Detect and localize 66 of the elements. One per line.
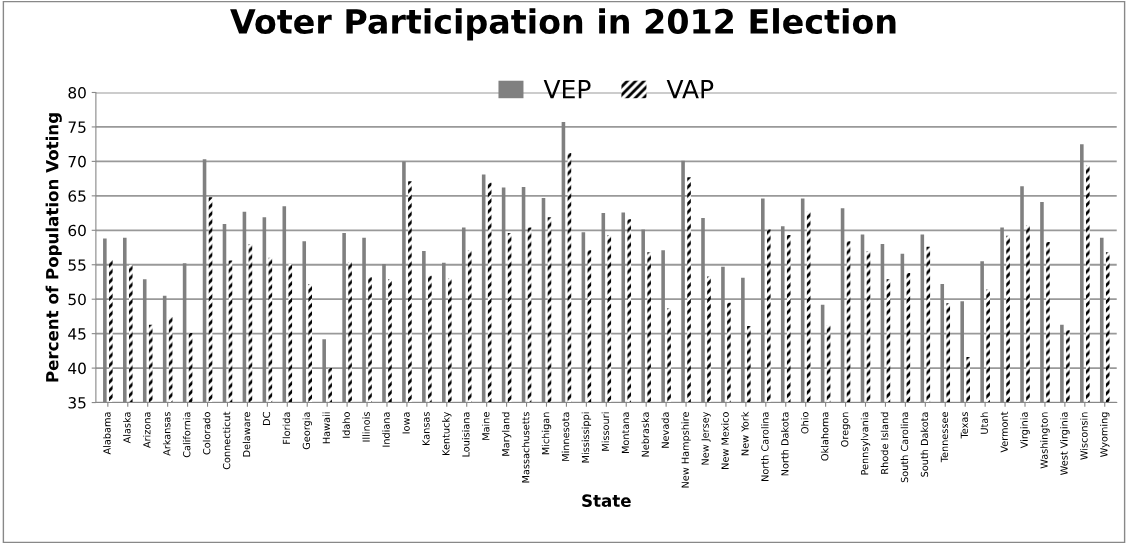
x-tick-label: West Virginia: [1060, 412, 1070, 475]
x-tick-label: Nebraska: [641, 412, 649, 457]
y-tick-label: 45: [68, 328, 86, 340]
x-tick-label: Kansas: [422, 412, 430, 446]
x-tick-label: Oregon: [841, 412, 851, 447]
x-tick-label: Wisconsin: [1080, 412, 1088, 460]
x-tick-label: Arizona: [143, 412, 151, 449]
x-tick-label: Delaware: [242, 412, 251, 457]
x-tick-label: New Mexico: [721, 412, 729, 469]
x-tick-label: Connecticut: [222, 411, 231, 470]
x-tick-label: Maine: [481, 412, 490, 440]
x-axis-title: State: [582, 494, 631, 507]
x-tick-label: Pennsylvania: [860, 412, 871, 475]
x-tick-label: Georgia: [302, 412, 312, 450]
y-tick-label: 50: [68, 293, 86, 306]
x-tick-label: Mississippi: [581, 412, 592, 463]
x-tick-label: Florida: [282, 412, 291, 444]
x-tick-label: Tennessee: [940, 412, 949, 463]
x-tick-label: Alabama: [103, 412, 111, 455]
x-tick-label: New Hampshire: [681, 412, 691, 488]
x-tick-label: Vermont: [1000, 411, 1008, 453]
x-tick-label: Hawaii: [322, 412, 330, 444]
x-tick-label: Colorado: [202, 412, 211, 455]
y-tick-label: 35: [68, 397, 86, 409]
x-tick-label: Utah: [980, 412, 988, 434]
x-tick-label: Indiana: [382, 412, 390, 447]
x-tick-label: Nevada: [661, 412, 669, 448]
x-tick-label: South Dakota: [920, 412, 929, 477]
x-tick-label: Maryland: [501, 412, 512, 456]
y-tick-label: 55: [68, 259, 86, 271]
x-tick-label: DC: [262, 412, 271, 425]
x-tick-label: Alaska: [123, 412, 131, 444]
x-tick-label: Arkansas: [162, 412, 171, 456]
y-tick-label: 60: [68, 224, 86, 237]
x-tick-label: Rhode Island: [880, 412, 889, 474]
y-tick-label: 70: [68, 155, 86, 168]
legend-label: VEP: [543, 79, 591, 99]
x-tick-label: Minnesota: [561, 412, 570, 461]
x-tick-label: South Carolina: [900, 412, 909, 483]
x-tick-label: Idaho: [342, 412, 350, 438]
chart-title: Voter Participation in 2012 Election: [230, 8, 896, 41]
x-tick-label: Washington: [1040, 412, 1050, 469]
x-tick-label: California: [182, 412, 191, 458]
x-tick-label: New York: [741, 411, 749, 456]
x-tick-label: Texas: [960, 412, 969, 439]
x-tick-label: Missouri: [601, 412, 610, 451]
y-tick-label: 40: [68, 362, 86, 375]
x-tick-label: Oklahoma: [820, 412, 829, 461]
x-tick-label: Illinois: [362, 412, 370, 442]
x-tick-label: Louisiana: [462, 412, 470, 457]
x-tick-label: North Dakota: [781, 412, 789, 476]
y-axis-title: Percent of Population Voting: [45, 113, 62, 382]
x-tick-label: Virginia: [1020, 412, 1030, 449]
x-tick-label: Montana: [621, 412, 630, 454]
x-tick-label: Wyoming: [1100, 412, 1110, 457]
x-tick-label: Ohio: [800, 412, 809, 434]
x-tick-label: Massachusetts: [521, 412, 530, 483]
y-tick-label: 65: [68, 190, 86, 202]
x-tick-label: Kentucky: [442, 411, 452, 456]
x-tick-label: North Carolina: [761, 412, 769, 481]
legend-label: VAP: [666, 79, 714, 99]
x-tick-label: Michigan: [541, 412, 552, 455]
x-tick-label: Iowa: [402, 412, 410, 434]
y-tick-label: 75: [68, 121, 86, 133]
x-tick-label: New Jersey: [701, 411, 711, 465]
y-tick-label: 80: [68, 86, 86, 99]
